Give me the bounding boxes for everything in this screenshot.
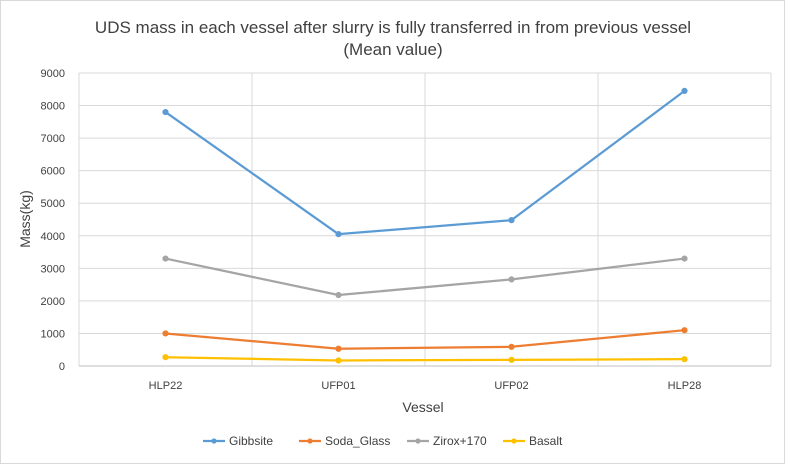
series-line-gibbsite — [164, 89, 686, 236]
axes: 0 1000 2000 3000 4000 5000 6000 7000 8000 9000 HLP… — [41, 68, 771, 392]
y-tick-label: 2000 — [41, 296, 65, 308]
x-tick-label: UFP02 — [494, 380, 528, 392]
x-tick-label: HLP22 — [149, 380, 183, 392]
legend-marker — [511, 438, 517, 444]
data-point — [681, 255, 688, 262]
y-tick-label: 7000 — [41, 133, 65, 145]
legend-label: Soda_Glass — [325, 434, 390, 448]
data-point — [162, 330, 169, 337]
x-tick-label: HLP28 — [668, 380, 702, 392]
data-point — [335, 291, 342, 299]
gridlines — [78, 72, 772, 366]
chart-subtitle: (Mean value) — [343, 40, 442, 59]
y-tick-label: 1000 — [41, 328, 65, 340]
x-axis-title: Vessel — [402, 399, 443, 415]
legend-marker — [415, 438, 421, 444]
legend-marker — [211, 438, 217, 444]
series-line-basalt — [164, 356, 686, 362]
data-point — [681, 327, 688, 334]
y-tick-label: 0 — [59, 361, 65, 373]
series-line-soda-glass — [164, 329, 686, 350]
data-point — [162, 108, 169, 116]
legend-label: Gibbsite — [229, 434, 273, 448]
y-tick-label: 8000 — [41, 101, 65, 113]
series-line-zirox-170 — [164, 257, 686, 297]
data-point — [508, 343, 515, 350]
chart-title: UDS mass in each vessel after slurry is … — [95, 18, 691, 37]
data-point — [681, 87, 688, 95]
x-tick-label: UFP01 — [321, 380, 355, 392]
data-point — [162, 354, 169, 361]
series-lines — [162, 87, 688, 364]
y-tick-label: 3000 — [41, 263, 65, 275]
y-tick-label: 9000 — [41, 68, 65, 80]
y-axis-title: Mass(kg) — [17, 190, 33, 248]
data-point — [508, 276, 515, 283]
data-point — [335, 231, 342, 238]
legend: Gibbsite Soda_Glass Zirox+170 Basalt — [203, 434, 563, 448]
y-tick-label: 5000 — [41, 198, 65, 210]
data-point — [508, 217, 515, 224]
data-point — [508, 356, 515, 363]
data-point — [681, 356, 688, 363]
legend-label: Zirox+170 — [433, 434, 487, 448]
data-point — [162, 255, 169, 262]
data-point — [335, 345, 342, 352]
data-point — [335, 357, 342, 364]
legend-label: Basalt — [529, 434, 563, 448]
legend-marker — [307, 438, 313, 444]
y-tick-label: 6000 — [41, 166, 65, 178]
y-tick-label: 4000 — [41, 231, 65, 243]
